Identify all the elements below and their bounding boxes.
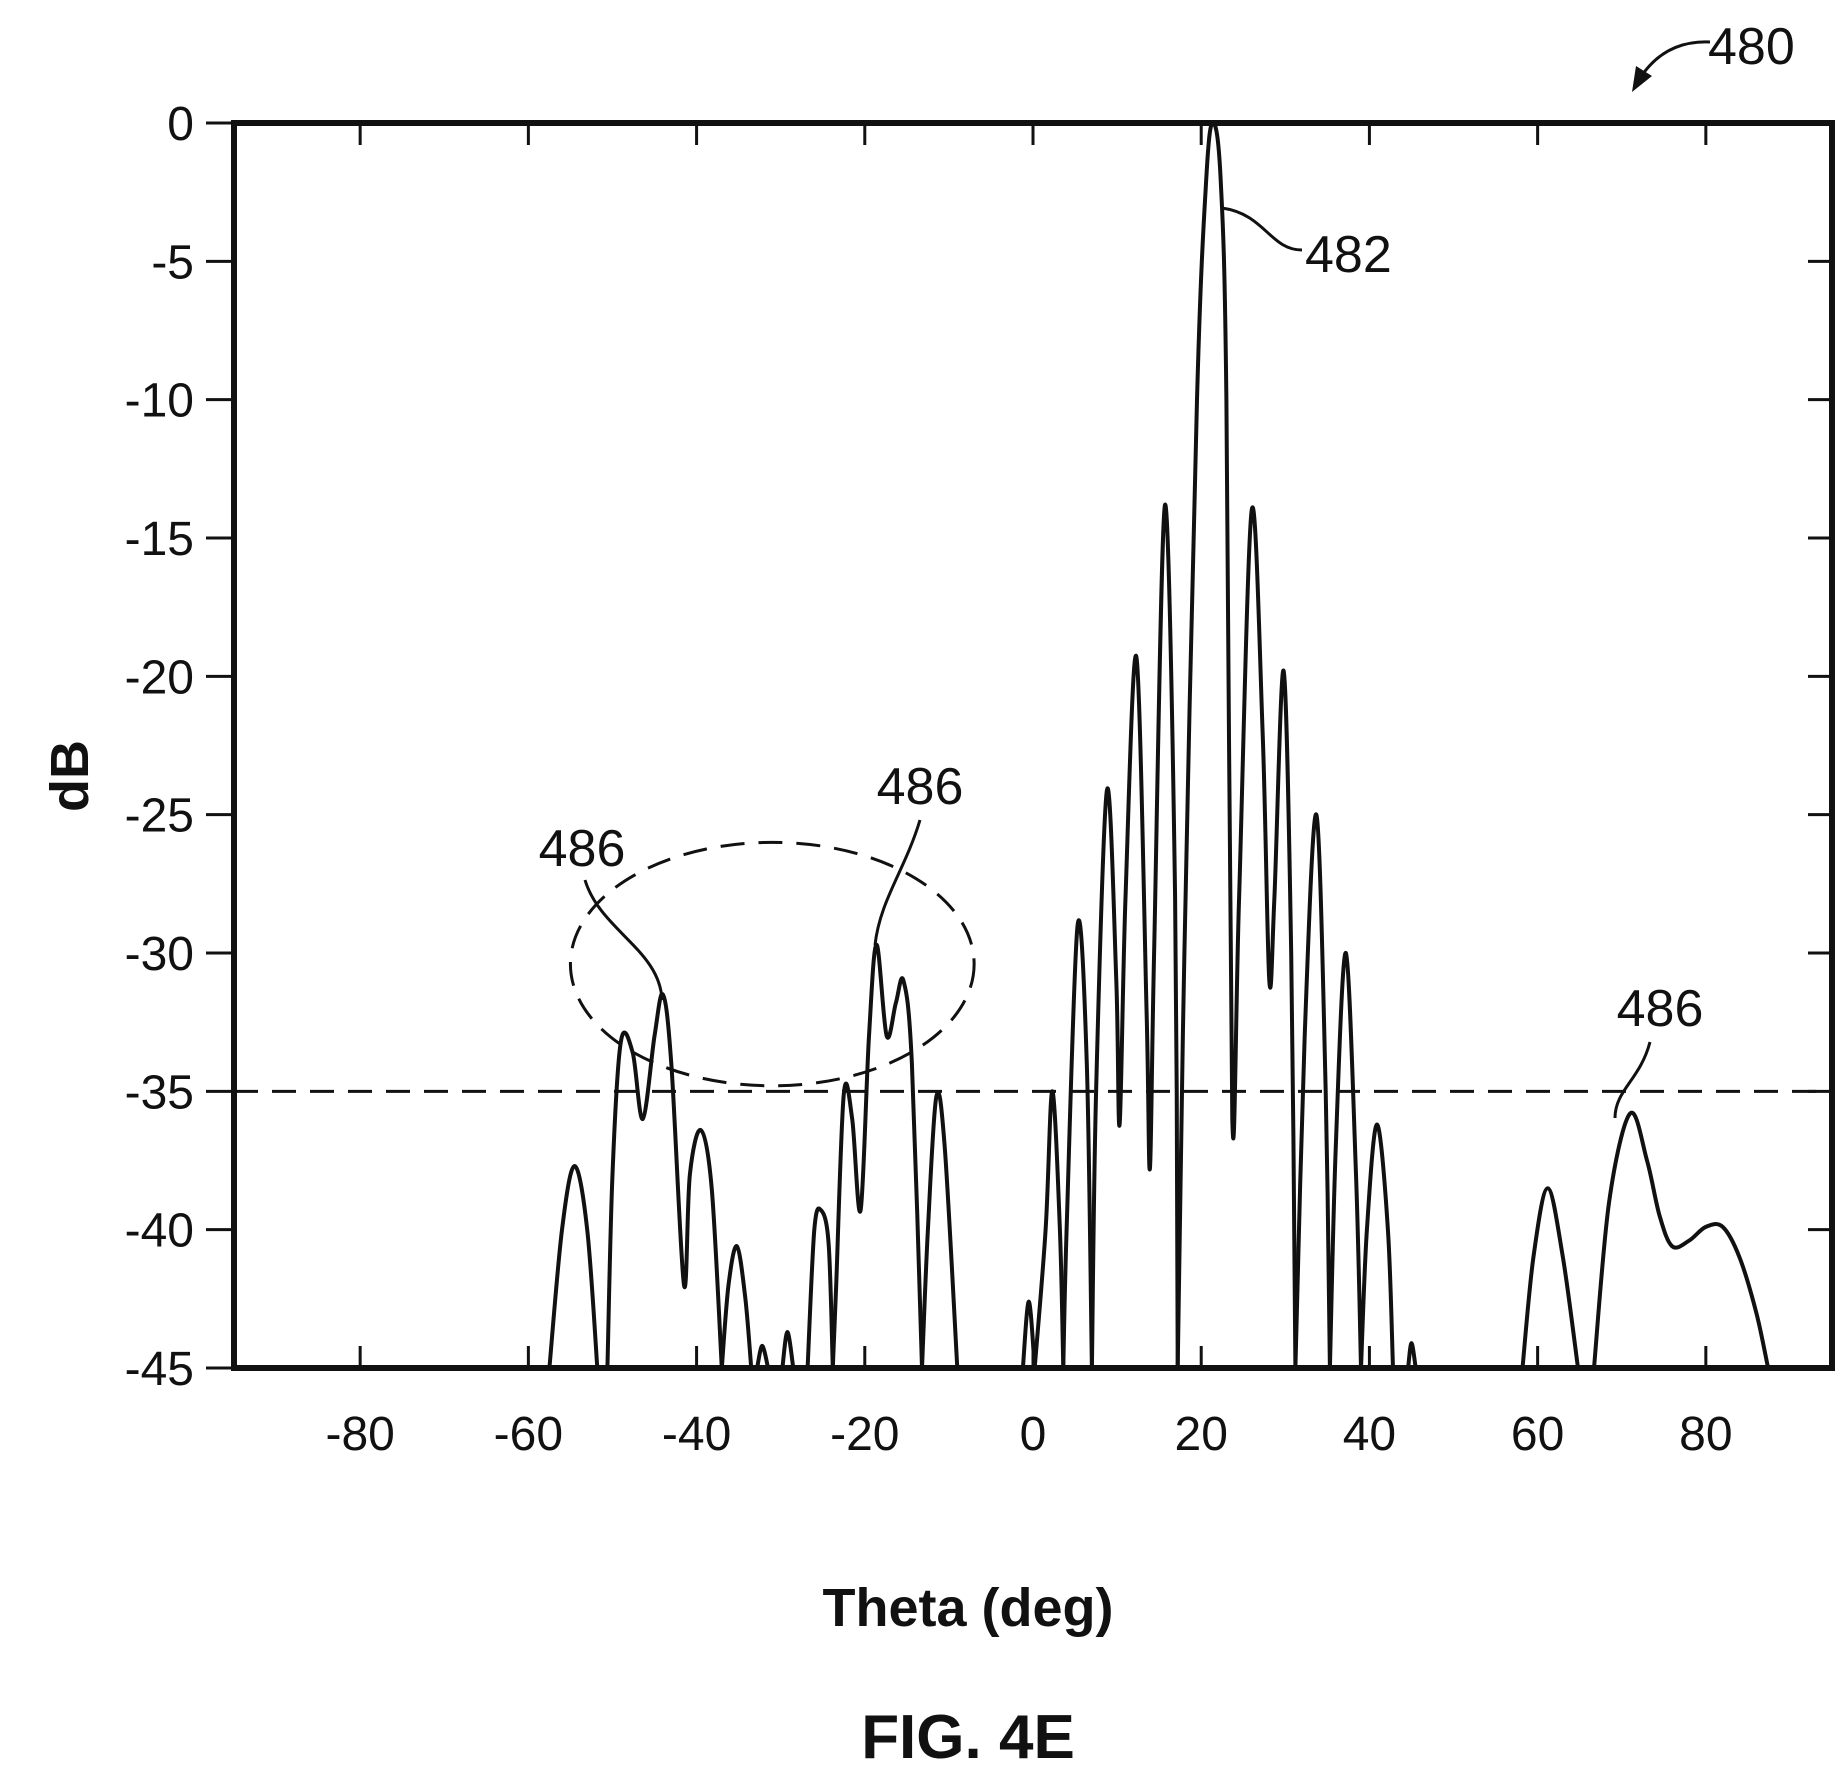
beam-pattern-lobe — [1359, 1122, 1395, 1368]
beam-pattern-lobe — [547, 1164, 600, 1368]
beam-pattern-lobe — [805, 1206, 835, 1368]
x-tick-label: -20 — [830, 1408, 899, 1461]
beam-pattern-lobe — [1089, 502, 1180, 1368]
axis-tick-labels: -80 -60 -40 -20 0 20 40 60 80 0 -5 -10 -15 -20 -25 -30 -… — [125, 98, 1733, 1461]
beam-pattern-lobe — [1061, 918, 1094, 1368]
beam-pattern-lobe — [920, 1090, 960, 1368]
beam-pattern-lobe — [719, 1244, 754, 1368]
y-axis-title: dB — [40, 740, 100, 812]
x-tick-label: 60 — [1511, 1408, 1564, 1461]
axis-ticks — [206, 121, 1832, 1370]
beam-pattern-lobe — [605, 992, 724, 1368]
annotation-leader — [873, 819, 922, 946]
figure-reference: 480 — [1632, 18, 1795, 92]
annotation-label: 486 — [539, 820, 626, 878]
beam-pattern-lobe — [830, 942, 924, 1368]
chart-marks — [234, 123, 1832, 1368]
beam-pattern-lobe — [1032, 1089, 1066, 1368]
beam-pattern-lobe — [1327, 950, 1363, 1368]
highlight-ellipse — [568, 840, 976, 1088]
annotation-leader — [1221, 206, 1303, 252]
plot-frame — [231, 120, 1835, 1371]
y-tick-label: -20 — [125, 651, 194, 704]
annotation-label: 482 — [1305, 226, 1392, 284]
x-tick-label: 0 — [1020, 1408, 1047, 1461]
beam-pattern-lobe — [1293, 812, 1332, 1368]
x-tick-label: 20 — [1175, 1408, 1228, 1461]
annotation-label: 486 — [1617, 980, 1704, 1038]
y-tick-label: -25 — [125, 790, 194, 843]
annotation-leader — [583, 879, 664, 1001]
y-tick-label: -10 — [125, 375, 194, 428]
x-tick-label: -60 — [494, 1408, 563, 1461]
y-tick-label: -45 — [125, 1343, 194, 1396]
x-tick-label: 80 — [1679, 1408, 1732, 1461]
annotation-label: 486 — [877, 758, 964, 816]
x-axis-title: Theta (deg) — [823, 1578, 1114, 1638]
x-tick-label: 40 — [1343, 1408, 1396, 1461]
figure-reference-arrowhead — [1632, 66, 1652, 92]
figure-caption: FIG. 4E — [861, 1703, 1075, 1772]
x-tick-label: -40 — [662, 1408, 731, 1461]
y-tick-label: 0 — [167, 98, 194, 151]
figure-reference-arrow — [1638, 40, 1711, 79]
beam-pattern-lobe — [1520, 1186, 1580, 1368]
y-tick-label: -5 — [151, 236, 194, 289]
beam-pattern-lobe — [755, 1343, 771, 1368]
y-tick-label: -40 — [125, 1205, 194, 1258]
y-tick-label: -15 — [125, 513, 194, 566]
annotation-leader — [1613, 1041, 1652, 1119]
figure-reference-numeral: 480 — [1708, 18, 1795, 76]
y-tick-label: -35 — [125, 1066, 194, 1119]
beam-pattern-lobe — [780, 1330, 796, 1368]
beam-pattern-lobe — [1592, 1110, 1771, 1368]
beam-pattern-lobe — [1406, 1341, 1418, 1368]
x-tick-label: -80 — [325, 1408, 394, 1461]
y-tick-label: -30 — [125, 928, 194, 981]
beam-pattern-lobe — [1175, 123, 1298, 1368]
chart-annotations: 482 486 486 486 — [539, 206, 1704, 1119]
beam-pattern-lobe — [1020, 1299, 1037, 1368]
